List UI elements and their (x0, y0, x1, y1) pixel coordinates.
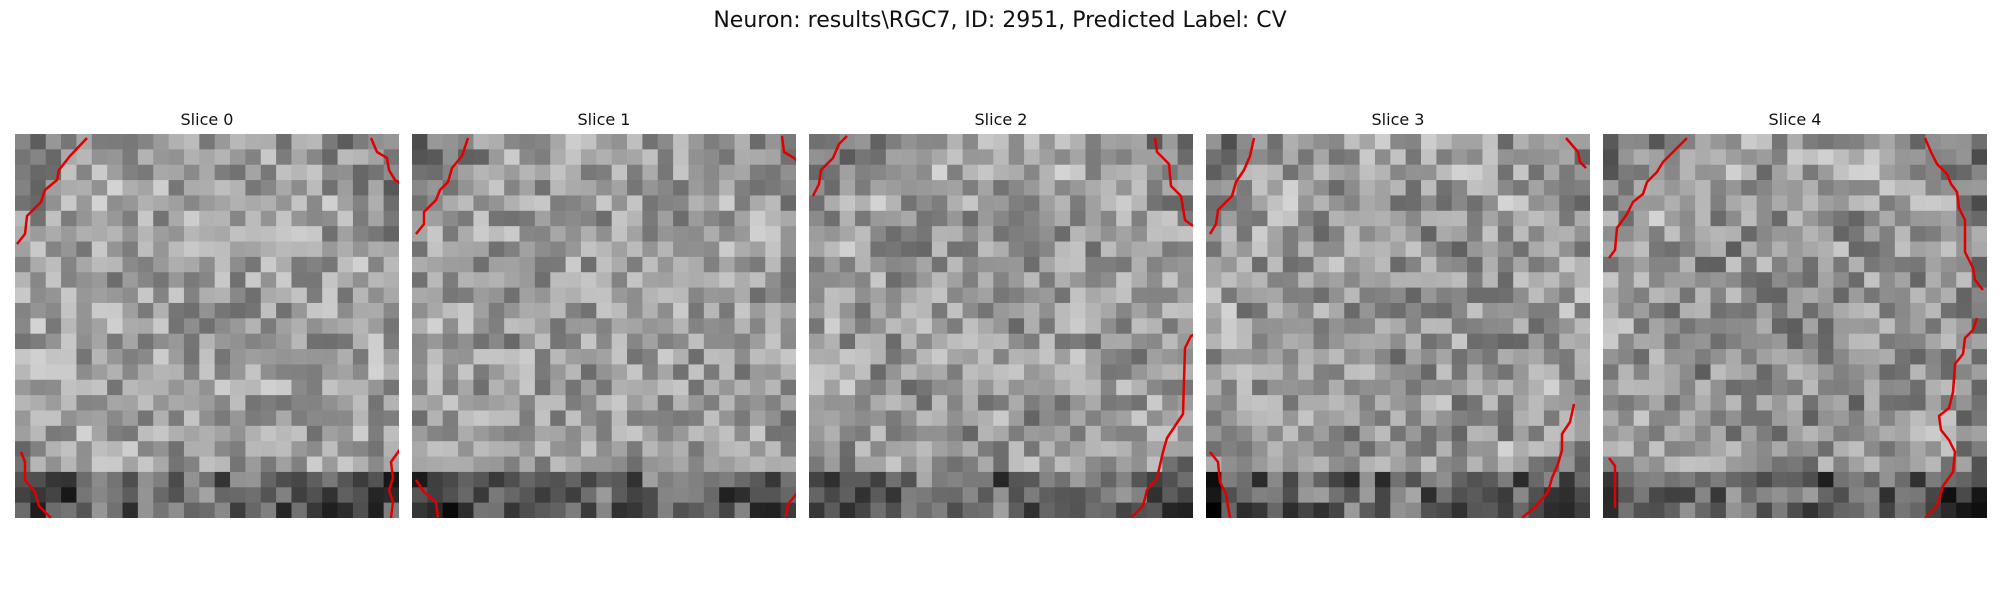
contour-line (1208, 137, 1256, 235)
boundary-contour (16, 137, 399, 518)
slice-image-0 (15, 134, 399, 518)
contour-line (387, 448, 399, 518)
contour-line (1608, 457, 1617, 508)
contour-line (1923, 137, 1984, 291)
boundary-contour (1608, 137, 1984, 518)
contour-line (19, 451, 52, 518)
contour-line (811, 135, 848, 197)
slice-title: Slice 1 (577, 110, 631, 129)
contour-line (784, 492, 796, 518)
slice-panel-2: Slice 2 (809, 110, 1193, 518)
slice-title: Slice 3 (1371, 110, 1425, 129)
contour-line (414, 479, 440, 518)
contour-line (1153, 137, 1193, 227)
contour-line (16, 137, 88, 245)
slice-title: Slice 0 (180, 110, 234, 129)
pixel-grid (1206, 134, 1590, 518)
pixel-grid (1603, 134, 1987, 518)
slice-panel-0: Slice 0 (15, 110, 399, 518)
contour-line (1608, 137, 1688, 259)
slice-panel-4: Slice 4 (1603, 110, 1987, 518)
slice-panel-1: Slice 1 (412, 110, 796, 518)
pixel-grid (412, 134, 796, 518)
contour-line (1521, 403, 1576, 518)
slice-image-3 (1206, 134, 1590, 518)
slice-image-4 (1603, 134, 1987, 518)
slice-panel-3: Slice 3 (1206, 110, 1590, 518)
slice-image-2 (809, 134, 1193, 518)
figure-title: Neuron: results\RGC7, ID: 2951, Predicte… (713, 8, 1287, 33)
contour-line (415, 137, 470, 235)
contour-line (1209, 451, 1232, 518)
contour-line (1565, 137, 1587, 169)
slice-title: Slice 4 (1768, 110, 1822, 129)
slice-title: Slice 2 (974, 110, 1028, 129)
pixel-grid (809, 134, 1193, 518)
contour-line (780, 135, 796, 162)
boundary-contour (811, 135, 1193, 518)
contour-line (1924, 317, 1979, 518)
boundary-contour (1208, 137, 1587, 518)
boundary-contour (414, 135, 796, 518)
pixel-grid (15, 134, 399, 518)
contour-line (1130, 333, 1193, 518)
contour-line (369, 137, 399, 185)
slice-image-1 (412, 134, 796, 518)
